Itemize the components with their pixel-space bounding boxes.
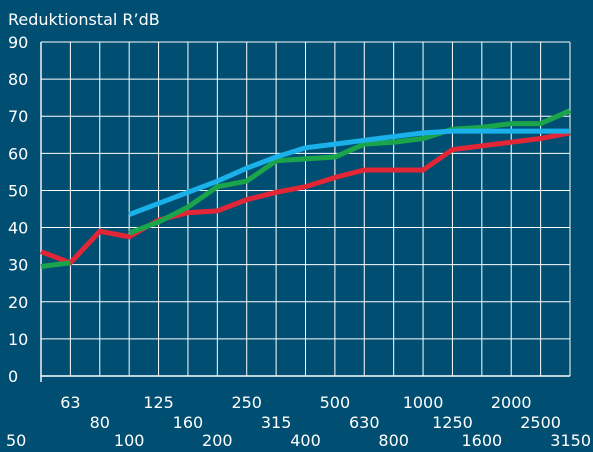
grid xyxy=(40,41,571,382)
y-tick-label: 90 xyxy=(8,33,28,52)
x-tick-label: 1000 xyxy=(403,393,444,412)
x-tick-label: 2500 xyxy=(520,413,561,432)
x-tick-label: 800 xyxy=(378,431,409,450)
y-tick-label: 80 xyxy=(8,70,28,89)
y-tick-label: 0 xyxy=(8,367,18,386)
y-tick-labels: 0 10 20 30 40 50 60 70 80 90 xyxy=(8,33,28,386)
y-tick-label: 70 xyxy=(8,107,28,126)
x-tick-label: 1250 xyxy=(432,413,473,432)
chart-title: Reduktionstal R’dB xyxy=(8,10,160,29)
series-line-3 xyxy=(128,128,570,217)
series-line-1 xyxy=(40,130,571,266)
y-tick-label: 30 xyxy=(8,256,28,275)
x-tick-label: 200 xyxy=(202,431,233,450)
series-line-2 xyxy=(128,108,572,236)
y-tick-label: 10 xyxy=(8,330,28,349)
x-tick-label: 400 xyxy=(290,431,321,450)
x-tick-label: 160 xyxy=(173,413,204,432)
x-tick-label: 80 xyxy=(90,413,110,432)
x-tick-label: 125 xyxy=(143,393,174,412)
x-tick-label: 315 xyxy=(261,413,292,432)
series-line-2 xyxy=(40,260,71,269)
x-tick-label: 100 xyxy=(114,431,145,450)
x-tick-label: 2000 xyxy=(491,393,532,412)
y-tick-label: 60 xyxy=(8,144,28,163)
series-lines xyxy=(40,108,572,269)
x-tick-label: 630 xyxy=(349,413,380,432)
x-tick-label: 63 xyxy=(60,393,80,412)
x-tick-label: 50 xyxy=(6,431,26,450)
y-tick-label: 40 xyxy=(8,219,28,238)
x-tick-label: 500 xyxy=(320,393,351,412)
x-tick-label: 3150 xyxy=(550,431,591,450)
y-tick-label: 50 xyxy=(8,181,28,200)
y-tick-label: 20 xyxy=(8,293,28,312)
x-tick-label: 1600 xyxy=(461,431,502,450)
x-tick-label: 250 xyxy=(231,393,262,412)
